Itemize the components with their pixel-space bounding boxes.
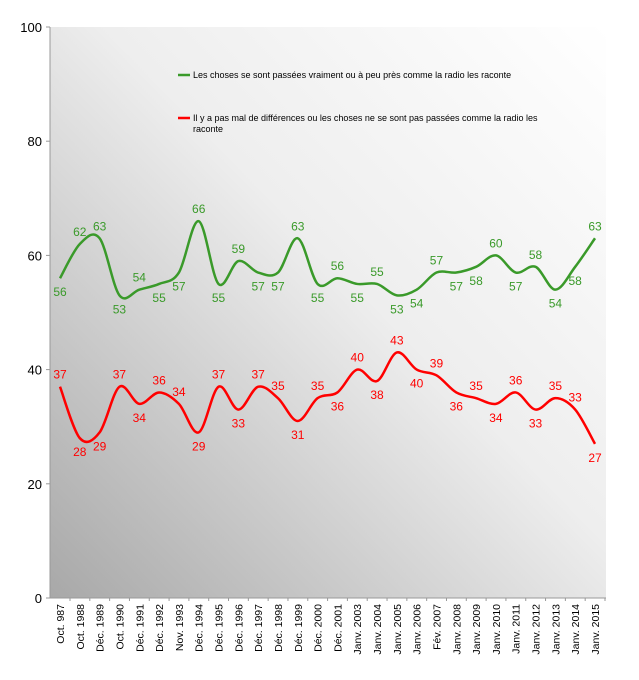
- data-label: 40: [351, 351, 365, 365]
- data-label: 35: [469, 379, 483, 393]
- data-label: 37: [212, 368, 226, 382]
- data-label: 57: [509, 280, 523, 294]
- x-tick-label: Déc. 2001: [332, 604, 344, 652]
- legend-label: Les choses se sont passées vraiment ou à…: [193, 70, 511, 80]
- data-label: 31: [291, 428, 305, 442]
- x-tick-label: Déc. 2000: [313, 604, 325, 652]
- data-label: 56: [331, 259, 345, 273]
- data-label: 35: [271, 379, 285, 393]
- x-tick-label: Janv. 2004: [372, 604, 384, 655]
- x-tick-label: Oct. 1988: [75, 604, 87, 650]
- x-tick-label: Janv. 2014: [570, 604, 582, 655]
- x-tick-label: Janv. 2009: [471, 604, 483, 655]
- y-tick-label: 0: [35, 591, 42, 606]
- data-label: 34: [133, 411, 147, 425]
- data-label: 55: [152, 291, 166, 305]
- data-label: 35: [311, 379, 325, 393]
- data-label: 36: [450, 399, 464, 413]
- data-label: 59: [232, 242, 246, 256]
- data-label: 60: [489, 236, 503, 250]
- x-tick-label: Déc. 1997: [253, 604, 265, 652]
- x-tick-label: Déc. 1992: [154, 604, 166, 652]
- data-label: 33: [232, 417, 246, 431]
- data-label: 53: [390, 302, 404, 316]
- x-tick-label: Déc. 1996: [233, 604, 245, 652]
- x-tick-label: Déc. 1995: [214, 604, 226, 652]
- data-label: 55: [351, 291, 365, 305]
- data-label: 36: [152, 373, 166, 387]
- data-label: 58: [529, 248, 543, 262]
- x-tick-label: Janv. 2013: [550, 604, 562, 655]
- x-tick-label: Oct. 987: [55, 604, 67, 644]
- data-label: 37: [113, 368, 127, 382]
- data-label: 43: [390, 333, 404, 347]
- data-label: 29: [192, 439, 206, 453]
- x-tick-label: Janv. 2005: [392, 604, 404, 655]
- data-label: 57: [430, 254, 444, 268]
- data-label: 66: [192, 202, 206, 216]
- x-tick-label: Déc. 1991: [134, 604, 146, 652]
- data-label: 57: [450, 280, 464, 294]
- x-tick-label: Janv. 2011: [511, 604, 523, 654]
- data-label: 55: [370, 265, 384, 279]
- data-label: 34: [172, 385, 186, 399]
- data-label: 54: [549, 297, 563, 311]
- x-tick-label: Janv. 2006: [412, 604, 424, 655]
- data-label: 57: [172, 280, 186, 294]
- data-label: 33: [569, 391, 583, 405]
- data-label: 37: [251, 368, 265, 382]
- data-label: 29: [93, 439, 107, 453]
- y-tick-label: 100: [20, 20, 42, 35]
- data-label: 36: [509, 373, 523, 387]
- data-label: 55: [212, 291, 226, 305]
- data-label: 56: [53, 285, 67, 299]
- data-label: 27: [588, 451, 602, 465]
- data-label: 39: [430, 356, 444, 370]
- data-label: 35: [549, 379, 563, 393]
- x-tick-label: Janv. 2010: [491, 604, 503, 655]
- series-line-0: [58, 219, 597, 300]
- data-label: 40: [410, 377, 424, 391]
- data-label: 63: [93, 219, 107, 233]
- series-line-1: [58, 351, 597, 445]
- x-tick-label: Nov. 1993: [174, 604, 186, 651]
- data-label: 54: [133, 271, 147, 285]
- x-tick-label: Janv. 2015: [590, 604, 602, 655]
- data-label: 36: [331, 399, 345, 413]
- x-tick-label: Déc. 1989: [95, 604, 107, 652]
- y-tick-label: 60: [28, 248, 42, 263]
- data-label: 63: [588, 219, 602, 233]
- x-tick-label: Janv. 2008: [451, 604, 463, 655]
- data-label: 37: [53, 368, 67, 382]
- data-label: 55: [311, 291, 325, 305]
- x-tick-label: Déc. 1994: [194, 604, 206, 652]
- data-label: 57: [271, 280, 285, 294]
- y-tick-label: 80: [28, 134, 42, 149]
- y-tick-label: 20: [28, 477, 42, 492]
- data-label: 58: [569, 274, 583, 288]
- x-tick-label: Janv. 2012: [531, 604, 543, 655]
- x-tick-label: Oct. 1990: [114, 604, 126, 650]
- data-label: 57: [251, 280, 265, 294]
- data-label: 33: [529, 417, 543, 431]
- data-label: 34: [489, 411, 503, 425]
- data-label: 58: [469, 274, 483, 288]
- y-tick-label: 40: [28, 363, 42, 378]
- x-tick-label: Fév. 2007: [431, 604, 443, 650]
- x-tick-label: Déc. 1998: [273, 604, 285, 652]
- data-label: 53: [113, 302, 127, 316]
- data-label: 38: [370, 388, 384, 402]
- data-label: 28: [73, 445, 87, 459]
- x-tick-label: Janv. 2003: [352, 604, 364, 655]
- data-label: 62: [73, 225, 87, 239]
- x-tick-label: Déc. 1999: [293, 604, 305, 652]
- data-label: 63: [291, 219, 305, 233]
- plot-area: [50, 27, 606, 598]
- data-label: 54: [410, 297, 424, 311]
- legend-label: Il y a pas mal de différences ou les cho…: [193, 113, 538, 134]
